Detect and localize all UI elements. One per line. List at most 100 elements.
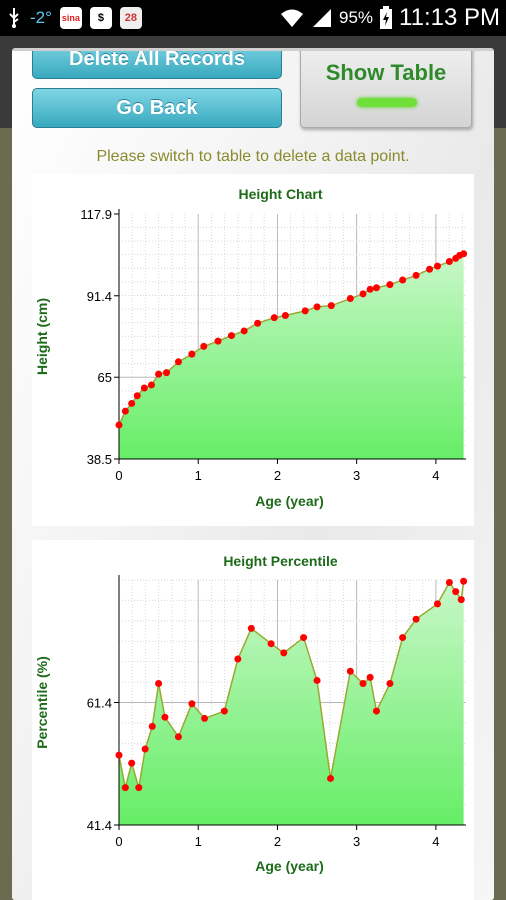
data-point[interactable] xyxy=(161,713,169,721)
data-point[interactable] xyxy=(227,332,235,340)
data-point[interactable] xyxy=(254,319,262,327)
data-point[interactable] xyxy=(460,250,468,258)
data-point[interactable] xyxy=(155,370,163,378)
data-point[interactable] xyxy=(452,588,460,596)
data-point[interactable] xyxy=(372,284,380,292)
data-point[interactable] xyxy=(247,624,255,632)
data-point[interactable] xyxy=(140,384,148,392)
data-point[interactable] xyxy=(426,265,434,273)
data-point[interactable] xyxy=(359,290,367,298)
data-point[interactable] xyxy=(201,714,209,722)
data-point[interactable] xyxy=(163,369,171,377)
data-point[interactable] xyxy=(359,680,367,688)
x-tick-label: 1 xyxy=(195,468,202,483)
data-point[interactable] xyxy=(121,407,129,415)
data-point[interactable] xyxy=(460,577,468,585)
data-point[interactable] xyxy=(174,733,182,741)
series-area xyxy=(119,581,464,825)
data-point[interactable] xyxy=(188,350,196,358)
x-tick-label: 4 xyxy=(432,468,439,483)
data-point[interactable] xyxy=(327,302,335,310)
data-point[interactable] xyxy=(267,640,275,648)
chart-title: Height Percentile xyxy=(223,553,338,569)
data-point[interactable] xyxy=(445,258,453,266)
data-point[interactable] xyxy=(240,327,248,335)
data-point[interactable] xyxy=(147,381,155,389)
delete-all-records-button[interactable]: Delete All Records xyxy=(32,51,282,79)
data-point[interactable] xyxy=(313,303,321,311)
height-chart[interactable]: Height Chart 0 1 2 3 4 38.5 65 91.4 117.9 Age (yea… xyxy=(32,174,474,526)
data-point[interactable] xyxy=(399,634,407,642)
series-area xyxy=(119,253,464,459)
height-percentile-chart-svg: Height Percentile 0 1 2 3 4 41.4 61.4 Age (year)… xyxy=(34,553,468,874)
dollar-icon: $ xyxy=(89,7,112,29)
data-point[interactable] xyxy=(372,707,380,715)
y-tick-label: 91.4 xyxy=(87,289,112,304)
data-point[interactable] xyxy=(121,784,129,792)
data-point[interactable] xyxy=(174,358,182,366)
y-axis-label: Height (cm) xyxy=(34,298,50,375)
show-table-toggle-button[interactable]: Show Table xyxy=(300,51,472,128)
toggle-indicator-light xyxy=(357,98,417,107)
data-point[interactable] xyxy=(188,700,196,708)
height-percentile-chart[interactable]: Height Percentile 0 1 2 3 4 41.4 61.4 Age (year)… xyxy=(32,540,474,900)
data-point[interactable] xyxy=(399,276,407,284)
data-point[interactable] xyxy=(128,399,136,407)
data-point[interactable] xyxy=(366,673,374,681)
data-point[interactable] xyxy=(366,285,374,293)
usb-icon xyxy=(9,8,19,28)
data-point[interactable] xyxy=(346,295,354,303)
data-point[interactable] xyxy=(133,392,141,400)
data-point[interactable] xyxy=(433,262,441,270)
go-back-button[interactable]: Go Back xyxy=(32,88,282,128)
data-point[interactable] xyxy=(445,578,453,586)
data-point[interactable] xyxy=(412,615,420,623)
data-point[interactable] xyxy=(412,271,420,279)
calendar-icon: 28 xyxy=(119,7,142,29)
data-point[interactable] xyxy=(234,655,242,663)
y-tick-label: 38.5 xyxy=(87,452,112,467)
data-point[interactable] xyxy=(270,314,278,322)
y-tick-label: 117.9 xyxy=(80,207,112,222)
data-point[interactable] xyxy=(155,680,163,688)
y-tick-label: 61.4 xyxy=(87,696,112,711)
signal-icon xyxy=(313,9,332,27)
y-tick-label: 65 xyxy=(98,370,112,385)
x-tick-label: 1 xyxy=(195,834,202,849)
data-point[interactable] xyxy=(301,307,309,315)
battery-icon xyxy=(380,6,393,29)
background-app-right-edge xyxy=(490,128,506,900)
x-tick-label: 3 xyxy=(353,834,360,849)
data-point[interactable] xyxy=(135,784,143,792)
data-point[interactable] xyxy=(386,281,394,289)
chart-title: Height Chart xyxy=(239,186,323,202)
x-tick-label: 0 xyxy=(115,834,122,849)
data-point[interactable] xyxy=(346,667,354,675)
delete-hint-text: Please switch to table to delete a data … xyxy=(96,148,410,165)
data-point[interactable] xyxy=(313,676,321,684)
data-point[interactable] xyxy=(115,751,123,759)
data-point[interactable] xyxy=(214,337,222,345)
battery-percent: 95% xyxy=(339,8,374,27)
data-point[interactable] xyxy=(141,745,149,753)
y-tick-label: 41.4 xyxy=(87,818,112,833)
clock: 11:13 PM xyxy=(399,4,500,31)
temperature-readout: -2° xyxy=(30,8,52,27)
chart-dialog: Delete All Records Go Back Show Table Pl… xyxy=(12,48,494,900)
data-point[interactable] xyxy=(386,680,394,688)
data-point[interactable] xyxy=(280,649,288,657)
data-point[interactable] xyxy=(148,722,156,730)
data-point[interactable] xyxy=(128,759,136,767)
data-point[interactable] xyxy=(281,312,289,320)
x-tick-label: 4 xyxy=(432,834,439,849)
x-axis-label: Age (year) xyxy=(255,858,323,874)
x-tick-label: 3 xyxy=(353,468,360,483)
data-point[interactable] xyxy=(457,596,465,604)
data-point[interactable] xyxy=(220,707,228,715)
data-point[interactable] xyxy=(115,421,123,429)
data-point[interactable] xyxy=(433,600,441,608)
x-tick-label: 0 xyxy=(115,468,122,483)
data-point[interactable] xyxy=(200,342,208,350)
data-point[interactable] xyxy=(300,634,308,642)
data-point[interactable] xyxy=(327,774,335,782)
